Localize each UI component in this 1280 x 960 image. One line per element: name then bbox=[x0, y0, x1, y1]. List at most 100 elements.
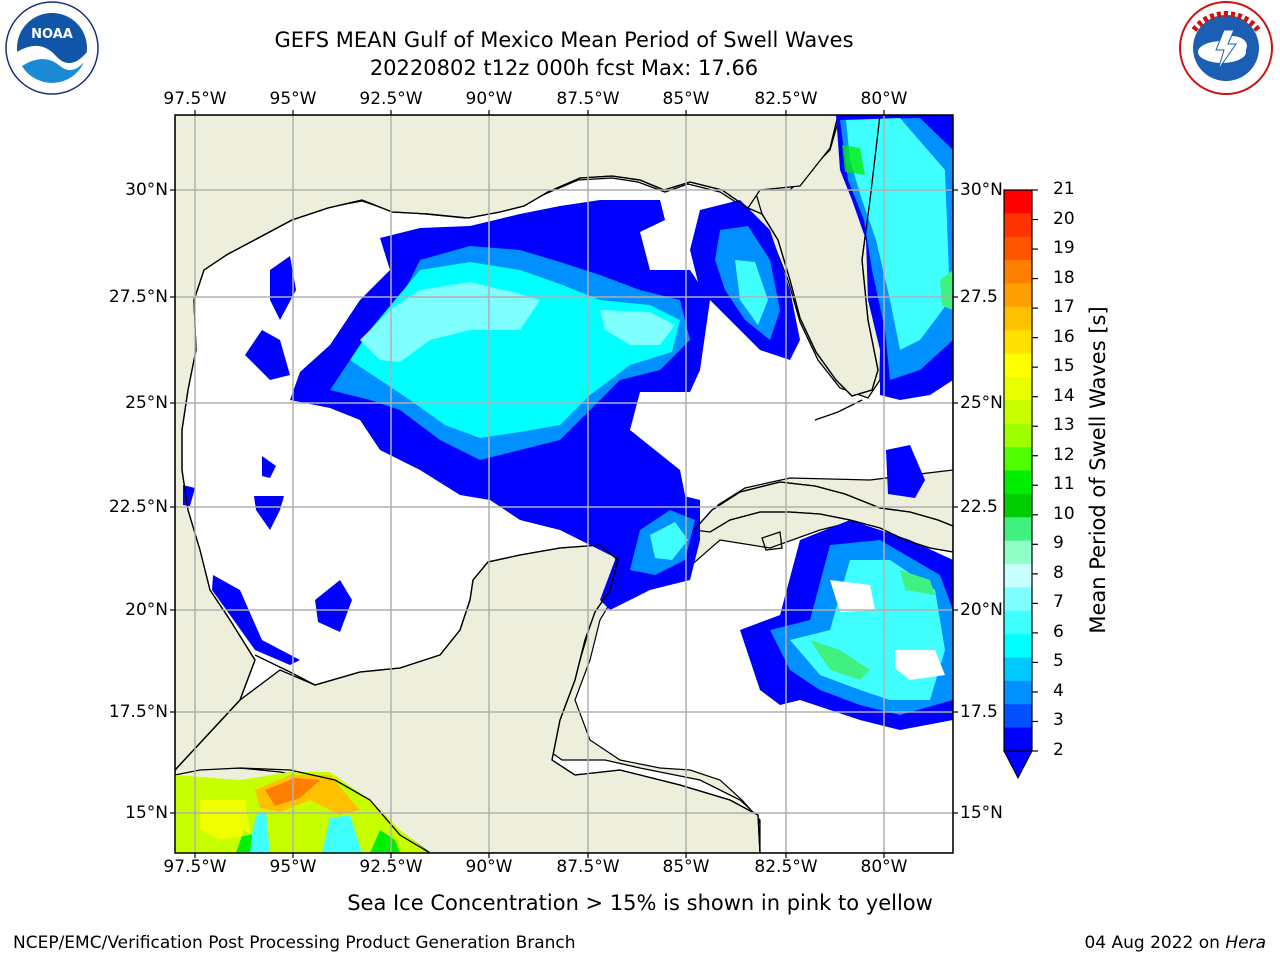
footer-right: 04 Aug 2022 on Hera bbox=[1084, 933, 1266, 953]
colorbar-label: Mean Period of Swell Waves [s] bbox=[1086, 306, 1110, 634]
lat-label-left: 30°N bbox=[125, 180, 168, 200]
lon-label-top: 82.5°W bbox=[754, 89, 818, 109]
coastlines bbox=[175, 115, 953, 853]
colorbar-segment bbox=[1004, 564, 1032, 588]
swell-field-central-gulf bbox=[290, 200, 710, 580]
colorbar-segment bbox=[1004, 540, 1032, 565]
lon-label-top: 97.5°W bbox=[163, 89, 227, 109]
footer-left: NCEP/EMC/Verification Post Processing Pr… bbox=[13, 933, 576, 953]
colorbar-segment bbox=[1004, 260, 1032, 285]
colorbar-tick-label: 7 bbox=[1053, 592, 1064, 613]
colorbar-border bbox=[1003, 189, 1033, 752]
swell-field-yucatan-channel bbox=[600, 490, 700, 610]
colorbar-segment bbox=[1004, 727, 1032, 752]
lon-label-top: 85°W bbox=[662, 89, 710, 109]
colorbar-segment bbox=[1004, 306, 1032, 331]
colorbar-segment bbox=[1004, 423, 1032, 448]
swell-field-caribbean bbox=[740, 520, 953, 730]
lon-label-bottom: 90°W bbox=[465, 857, 513, 877]
colorbar-segment bbox=[1004, 377, 1032, 401]
colorbar-tick-label: 18 bbox=[1053, 267, 1075, 288]
footer-date: 04 Aug 2022 on bbox=[1084, 933, 1226, 953]
colorbar-segment bbox=[1004, 330, 1032, 355]
lon-label-top: 92.5°W bbox=[359, 89, 423, 109]
chart-title: GEFS MEAN Gulf of Mexico Mean Period of … bbox=[274, 28, 854, 52]
colorbar-segment bbox=[1004, 190, 1032, 214]
lat-label-left: 27.5°N bbox=[108, 287, 168, 307]
colorbar-tick-label: 16 bbox=[1053, 326, 1075, 347]
lat-label-left: 20°N bbox=[125, 600, 168, 620]
colorbar-tick-label: 3 bbox=[1053, 710, 1064, 731]
colorbar-tick-label: 9 bbox=[1053, 533, 1064, 554]
colorbar-tick-label: 14 bbox=[1053, 385, 1075, 406]
lon-label-top: 80°W bbox=[860, 89, 908, 109]
colorbar-segment bbox=[1004, 283, 1032, 308]
colorbar-tick-label: 6 bbox=[1053, 621, 1064, 642]
colorbar-segment bbox=[1004, 634, 1032, 659]
lat-label-right: 22.5 bbox=[960, 497, 998, 517]
noaa-wordmark: NOAA bbox=[31, 27, 73, 42]
colorbar-segment bbox=[1004, 680, 1032, 705]
colorbar-tick-label: 17 bbox=[1053, 297, 1075, 318]
tick-marks bbox=[170, 110, 958, 858]
colorbar-extend-arrow bbox=[1003, 750, 1033, 780]
lon-label-bottom: 95°W bbox=[269, 857, 317, 877]
lat-lon-grid bbox=[175, 115, 953, 853]
lat-label-right: 30°N bbox=[960, 180, 1003, 200]
sea-ice-note-text: Sea Ice Concentration > 15% is shown in … bbox=[347, 891, 933, 915]
noaa-logo: NOAA bbox=[5, 1, 99, 95]
lon-label-bottom: 97.5°W bbox=[163, 857, 227, 877]
colorbar-tick-label: 5 bbox=[1053, 651, 1064, 672]
colorbar-segment bbox=[1004, 517, 1032, 542]
colorbar-segment bbox=[1004, 400, 1032, 425]
colorbar-tick-label: 8 bbox=[1053, 562, 1064, 583]
colorbar-tick-label: 13 bbox=[1053, 415, 1075, 436]
colorbar-tick-label: 10 bbox=[1053, 503, 1075, 524]
lat-label-right: 25°N bbox=[960, 393, 1003, 413]
colorbar-segment bbox=[1004, 447, 1032, 472]
colorbar-segment bbox=[1004, 587, 1032, 612]
colorbar-tick-label: 19 bbox=[1053, 238, 1075, 259]
lon-label-top: 95°W bbox=[269, 89, 317, 109]
colorbar-segment bbox=[1004, 470, 1032, 495]
lon-label-bottom: 92.5°W bbox=[359, 857, 423, 877]
chart-subtitle: 20220802 t12z 000h fcst Max: 17.66 bbox=[369, 56, 759, 80]
map-border bbox=[174, 114, 954, 854]
colorbar-tick-label: 20 bbox=[1053, 208, 1075, 229]
map-frame-content bbox=[175, 115, 953, 853]
lat-label-left: 22.5°N bbox=[108, 497, 168, 517]
lon-label-bottom: 80°W bbox=[860, 857, 908, 877]
colorbar-tick-label: 15 bbox=[1053, 356, 1075, 377]
colorbar-segment bbox=[1004, 493, 1032, 518]
lon-label-top: 87.5°W bbox=[556, 89, 620, 109]
colorbar-segment bbox=[1004, 213, 1032, 238]
colorbar-tick-label: 4 bbox=[1053, 680, 1064, 701]
swell-field-eastern-gulf bbox=[690, 200, 800, 360]
lat-label-left: 17.5°N bbox=[108, 702, 168, 722]
lat-label-right: 17.5 bbox=[960, 702, 998, 722]
colorbar-tick-label: 2 bbox=[1053, 740, 1064, 760]
colorbar-segment bbox=[1004, 236, 1032, 261]
lat-label-right: 20°N bbox=[960, 600, 1003, 620]
swell-field-atlantic bbox=[836, 115, 953, 498]
colorbar-tick-label: 21 bbox=[1053, 179, 1075, 199]
colorbar-segment bbox=[1004, 704, 1032, 729]
lat-label-left: 25°N bbox=[125, 393, 168, 413]
lon-label-bottom: 85°W bbox=[662, 857, 710, 877]
lon-label-bottom: 82.5°W bbox=[754, 857, 818, 877]
colorbar-tick-label: 11 bbox=[1053, 474, 1075, 495]
lat-label-left: 15°N bbox=[125, 803, 168, 823]
colorbar-tick-label: 12 bbox=[1053, 444, 1075, 465]
colorbar-segment bbox=[1004, 657, 1032, 682]
lat-label-right: 27.5 bbox=[960, 287, 998, 307]
nws-logo bbox=[1179, 1, 1273, 95]
lat-label-right: 15°N bbox=[960, 803, 1003, 823]
footer-host: Hera bbox=[1225, 933, 1266, 953]
sea-ice-note: Sea Ice Concentration > 15% is shown in … bbox=[0, 891, 1280, 915]
colorbar-segment bbox=[1004, 353, 1032, 378]
colorbar bbox=[1003, 189, 1038, 780]
colorbar-segment bbox=[1004, 610, 1032, 635]
lon-label-bottom: 87.5°W bbox=[556, 857, 620, 877]
lon-label-top: 90°W bbox=[465, 89, 513, 109]
